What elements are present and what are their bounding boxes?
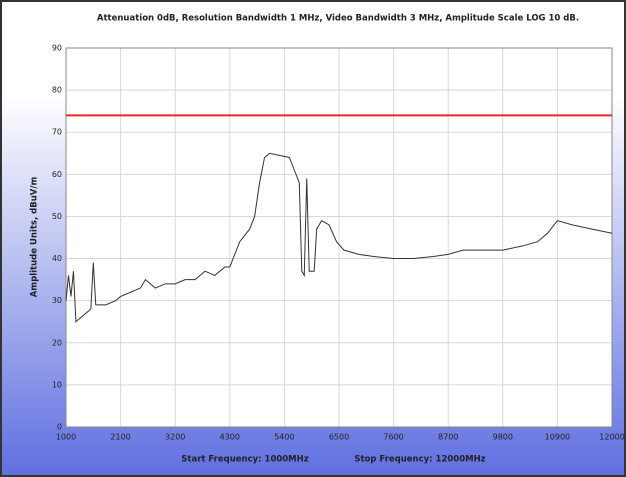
- y-tick-label: 0: [57, 423, 62, 432]
- y-tick-label: 50: [52, 212, 62, 221]
- y-axis-label: Amplitude Units, dBuV/m: [30, 177, 40, 298]
- y-tick-label: 90: [52, 44, 62, 53]
- x-tick-label: 6500: [329, 433, 349, 442]
- y-tick-label: 70: [52, 128, 62, 137]
- plot-border: [65, 47, 613, 428]
- x-tick-label: 4300: [220, 433, 240, 442]
- x-tick-label: 12000: [599, 433, 624, 442]
- y-tick-label: 60: [52, 170, 62, 179]
- x-tick-label: 7600: [383, 433, 403, 442]
- x-axis-label: Start Frequency: 1000MHz: [181, 455, 308, 465]
- chart-title: Attenuation 0dB, Resolution Bandwidth 1 …: [97, 14, 579, 24]
- x-tick-label: 2100: [110, 433, 130, 442]
- y-tick-label: 20: [52, 338, 62, 347]
- x-tick-label: 5400: [274, 433, 294, 442]
- x-tick-label: 3200: [165, 433, 185, 442]
- series-line: [65, 152, 613, 323]
- x-tick-label: 9800: [493, 433, 513, 442]
- x-axis-label: Stop Frequency: 12000MHz: [354, 455, 485, 465]
- y-tick-label: 10: [52, 380, 62, 389]
- x-tick-label: 8700: [438, 433, 458, 442]
- x-tick-label: 1000: [56, 433, 76, 442]
- y-tick-label: 80: [52, 86, 62, 95]
- y-tick-label: 40: [52, 254, 62, 263]
- y-tick-label: 30: [52, 296, 62, 305]
- x-tick-label: 10900: [545, 433, 570, 442]
